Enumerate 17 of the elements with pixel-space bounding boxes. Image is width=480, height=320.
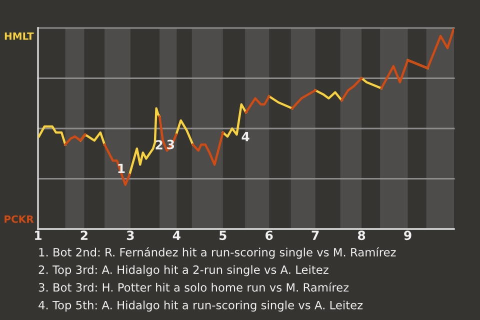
x-tick-label: 2	[80, 230, 88, 240]
annotation: 4	[242, 132, 250, 142]
annotation: 2	[156, 140, 162, 150]
x-tick-label: 7	[312, 230, 319, 240]
text: HMLT	[4, 32, 34, 40]
text: 3. Bot 3rd: H. Potter hit a solo home run vs M. Ramírez	[38, 282, 349, 292]
text: 2. Top 3rd: A. Hidalgo hit a 2-run single vs A. Leitez	[38, 265, 328, 276]
text: PCKR	[4, 215, 34, 223]
x-tick-label: 8	[358, 230, 366, 240]
x-tick-label: 3	[126, 230, 134, 240]
text: 1. Bot 2nd: R. Fernández hit a run-scoring single vs M. Ramírez	[39, 247, 396, 259]
x-tick-label: 9	[404, 230, 412, 240]
x-tick-label: 5	[220, 230, 226, 240]
x-tick-label: 6	[266, 230, 273, 240]
text: 4. Top 5th: A. Hidalgo hit a run-scoring single vs A. Leitez	[38, 300, 363, 312]
x-tick-label: 4	[172, 230, 180, 240]
x-tick-label: 1	[35, 230, 42, 240]
